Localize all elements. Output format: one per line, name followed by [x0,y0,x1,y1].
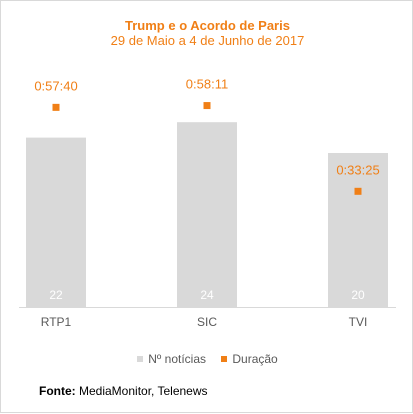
category-label-sic: SIC [197,315,217,329]
bar-sic [177,122,237,307]
bar-value-label-rtp1: 22 [49,288,63,302]
legend-label-noticias: Nº notícias [148,352,207,366]
bar-value-label-sic: 24 [200,288,214,302]
legend-swatch-noticias [137,356,144,362]
legend-swatch-duracao [221,356,228,362]
marker-tvi [354,187,362,195]
source-text: MediaMonitor, Telenews [79,384,208,398]
source-label: Fonte: [39,384,76,398]
legend-label-duracao: Duração [232,352,278,366]
category-label-rtp1: RTP1 [41,315,72,329]
duration-label-sic: 0:58:11 [186,77,228,92]
bar-rtp1 [26,137,86,307]
chart-legend: Nº notícias Duração [1,352,413,366]
source-note: Fonte: MediaMonitor, Telenews [39,384,208,398]
bar-tvi [328,153,388,307]
bar-value-label-tvi: 20 [351,288,365,302]
legend-item-noticias: Nº notícias [137,352,206,366]
chart-subtitle: 29 de Maio a 4 de Junho de 2017 [110,33,305,48]
marker-sic [203,102,211,110]
duration-label-rtp1: 0:57:40 [34,78,77,93]
marker-rtp1 [52,103,60,111]
category-label-tvi: TVI [349,315,368,329]
legend-item-duracao: Duração [221,352,278,366]
duration-label-tvi: 0:33:25 [336,162,379,177]
chart-title: Trump e o Acordo de Paris [125,18,290,33]
